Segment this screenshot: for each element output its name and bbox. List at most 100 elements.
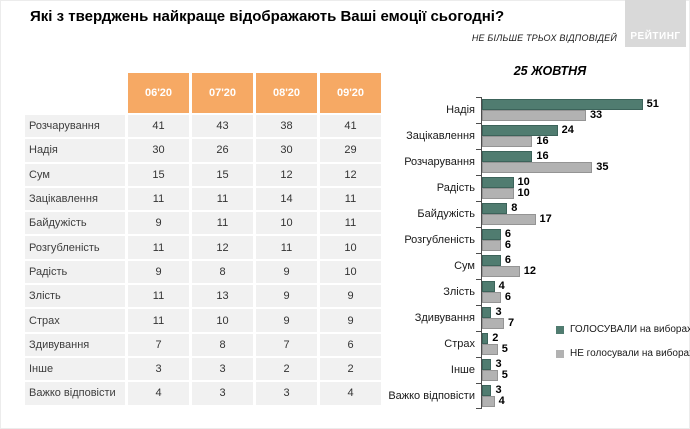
cell-value: 7 (256, 333, 317, 356)
row-label: Інше (25, 357, 125, 381)
bar-s1 (482, 370, 498, 381)
bar-row: 10 (482, 177, 688, 188)
bar-row: 16 (482, 151, 688, 162)
bar-value-label: 2 (492, 332, 499, 344)
bar-s0 (482, 99, 643, 110)
bar-s0 (482, 151, 533, 162)
rating-logo-text: РЕЙТИНГ (630, 31, 681, 42)
table-row: Сум 15 15 12 12 (25, 163, 381, 186)
category-label: Радість (436, 182, 475, 194)
cell-value: 4 (128, 382, 189, 405)
cell-value: 38 (256, 115, 317, 138)
axis-tick (476, 148, 482, 150)
cell-value: 11 (192, 187, 253, 211)
bar-value-label: 35 (596, 161, 609, 173)
column-header: 09'20 (320, 73, 381, 113)
bar-s1 (482, 292, 501, 303)
axis-tick (476, 200, 482, 202)
bar-row: 51 (482, 99, 688, 110)
cell-value: 9 (256, 285, 317, 308)
bar-s1 (482, 240, 501, 251)
bar-value-label: 17 (539, 213, 552, 225)
bar-group: Важко відповісти 3 4 (388, 382, 688, 409)
answer-limit-note: НЕ БІЛЬШЕ ТРЬОХ ВІДПОВІДЕЙ (471, 33, 617, 43)
cell-value: 9 (128, 260, 189, 284)
cell-value: 29 (320, 139, 381, 162)
page-title: Які з тверджень найкраще відображають Ва… (30, 8, 505, 25)
category-label: Зацікавлення (406, 130, 475, 142)
bar-group: Розгубленість 6 6 (404, 226, 688, 253)
rating-logo: РЕЙТИНГ (625, 0, 686, 47)
bar-row: 5 (482, 370, 688, 381)
bar-row: 6 (482, 255, 688, 266)
axis-tick (476, 382, 482, 384)
table-row: Радість 9 8 9 10 (25, 260, 381, 284)
table-row: Важко відповісти 4 3 3 4 (25, 382, 381, 405)
row-label: Здивування (25, 333, 125, 356)
cell-value: 11 (256, 236, 317, 259)
table-row: Розчарування 41 43 38 41 (25, 115, 381, 138)
axis-tick (476, 96, 482, 98)
bar-row: 17 (482, 214, 688, 225)
axis-tick (476, 174, 482, 176)
cell-value: 41 (128, 115, 189, 138)
cell-value: 11 (128, 187, 189, 211)
table-row: Злість 11 13 9 9 (25, 285, 381, 308)
row-label: Злість (25, 285, 125, 308)
cell-value: 41 (320, 115, 381, 138)
cell-value: 11 (320, 212, 381, 235)
bar-s1 (482, 110, 586, 121)
bar-value-label: 16 (536, 150, 549, 162)
cell-value: 13 (192, 285, 253, 308)
cell-value: 12 (320, 163, 381, 186)
cell-value: 15 (128, 163, 189, 186)
category-label: Розчарування (404, 156, 475, 168)
cell-value: 43 (192, 115, 253, 138)
category-label: Байдужість (417, 208, 475, 220)
column-header: 06'20 (128, 73, 189, 113)
cell-value: 15 (192, 163, 253, 186)
bar-row: 3 (482, 385, 688, 396)
legend-item: ГОЛОСУВАЛИ на виборах (556, 324, 690, 335)
cell-value: 30 (128, 139, 189, 162)
cell-value: 26 (192, 139, 253, 162)
table-row: Розгубленість 11 12 11 10 (25, 236, 381, 259)
row-label: Байдужість (25, 212, 125, 235)
chart-legend: ГОЛОСУВАЛИ на виборах НЕ голосували на ви… (556, 324, 690, 372)
bar-row: 4 (482, 281, 688, 292)
row-label: Зацікавлення (25, 187, 125, 211)
bar-value-label: 10 (517, 187, 530, 199)
bar-value-label: 3 (495, 306, 502, 318)
bar-value-label: 7 (508, 317, 515, 329)
table-row: Байдужість 9 11 10 11 (25, 212, 381, 235)
bar-row: 7 (482, 318, 688, 329)
table-row: Інше 3 3 2 2 (25, 357, 381, 381)
emotions-table: Розчарування 41 43 38 41 Надія 30 26 30 29 Сум 15 15… (25, 115, 381, 407)
bar-value-label: 12 (523, 265, 537, 277)
bar-value-label: 6 (504, 254, 512, 266)
cell-value: 10 (256, 212, 317, 235)
table-row: Страх 11 10 9 9 (25, 309, 381, 332)
bar-s1 (482, 214, 536, 225)
category-label: Сум (454, 260, 475, 272)
cell-value: 11 (128, 236, 189, 259)
bar-group: Радість 10 10 (437, 174, 688, 201)
cell-value: 9 (320, 309, 381, 332)
bar-group: Розчарування 16 35 (404, 148, 688, 175)
bar-group: Злість 4 6 (443, 278, 688, 305)
cell-value: 10 (320, 260, 381, 284)
column-header: 08'20 (256, 73, 317, 113)
bar-s0 (482, 307, 492, 318)
bar-row: 10 (482, 188, 688, 199)
bar-row: 35 (482, 162, 688, 173)
cell-value: 10 (320, 236, 381, 259)
category-label: Здивування (414, 312, 475, 324)
category-label: Розгубленість (404, 234, 475, 246)
category-label: Надія (446, 104, 475, 116)
bar-value-label: 8 (511, 202, 518, 214)
bar-value-label: 6 (504, 239, 512, 251)
axis-tick (476, 252, 482, 254)
cell-value: 7 (128, 333, 189, 356)
cell-value: 8 (192, 333, 253, 356)
bar-value-label: 4 (498, 280, 505, 292)
